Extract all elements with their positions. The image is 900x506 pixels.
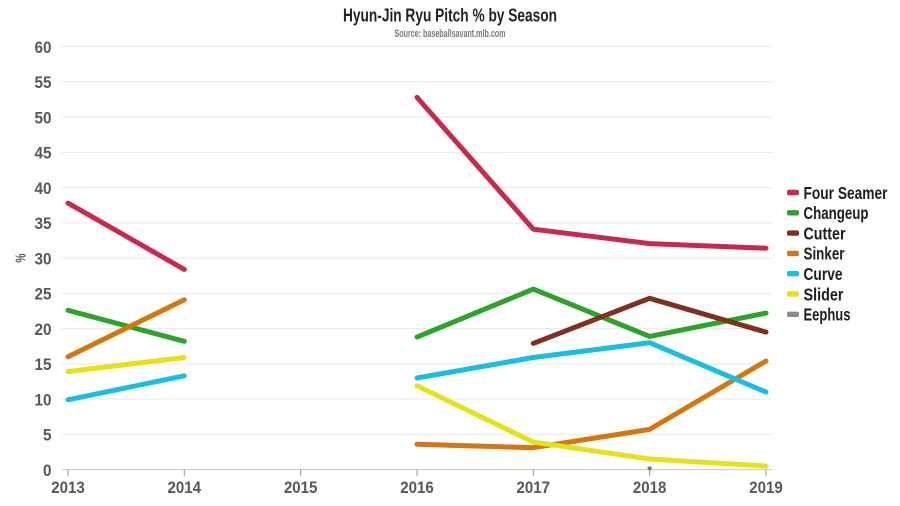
svg-text:50: 50 <box>35 108 52 127</box>
svg-text:45: 45 <box>35 144 52 163</box>
svg-text:Source: baseballsavant.mlb.com: Source: baseballsavant.mlb.com <box>395 28 506 40</box>
svg-text:0: 0 <box>43 461 52 480</box>
svg-text:2018: 2018 <box>633 478 667 497</box>
svg-text:Hyun-Jin Ryu Pitch % by Season: Hyun-Jin Ryu Pitch % by Season <box>343 5 557 26</box>
svg-text:2019: 2019 <box>749 478 783 497</box>
svg-text:40: 40 <box>35 179 52 198</box>
svg-text:35: 35 <box>35 214 52 233</box>
svg-text:55: 55 <box>35 73 52 92</box>
svg-text:2013: 2013 <box>51 478 85 497</box>
svg-text:Sinker: Sinker <box>804 244 845 264</box>
svg-text:Eephus: Eephus <box>804 305 851 325</box>
svg-text:Curve: Curve <box>804 264 843 284</box>
svg-text:5: 5 <box>43 426 52 445</box>
svg-text:30: 30 <box>35 249 52 268</box>
svg-text:Changeup: Changeup <box>804 203 869 223</box>
svg-text:60: 60 <box>35 38 52 57</box>
svg-text:25: 25 <box>35 285 52 304</box>
svg-text:2015: 2015 <box>284 478 318 497</box>
svg-text:2014: 2014 <box>168 478 202 497</box>
svg-text:2017: 2017 <box>517 478 551 497</box>
svg-text:Slider: Slider <box>804 284 844 304</box>
svg-text:10: 10 <box>35 390 52 409</box>
svg-text:2016: 2016 <box>400 478 434 497</box>
svg-text:Cutter: Cutter <box>804 223 846 243</box>
svg-text:15: 15 <box>35 355 52 374</box>
svg-text:%: % <box>13 254 30 263</box>
svg-text:Four Seamer: Four Seamer <box>804 183 888 203</box>
svg-text:20: 20 <box>35 320 52 339</box>
